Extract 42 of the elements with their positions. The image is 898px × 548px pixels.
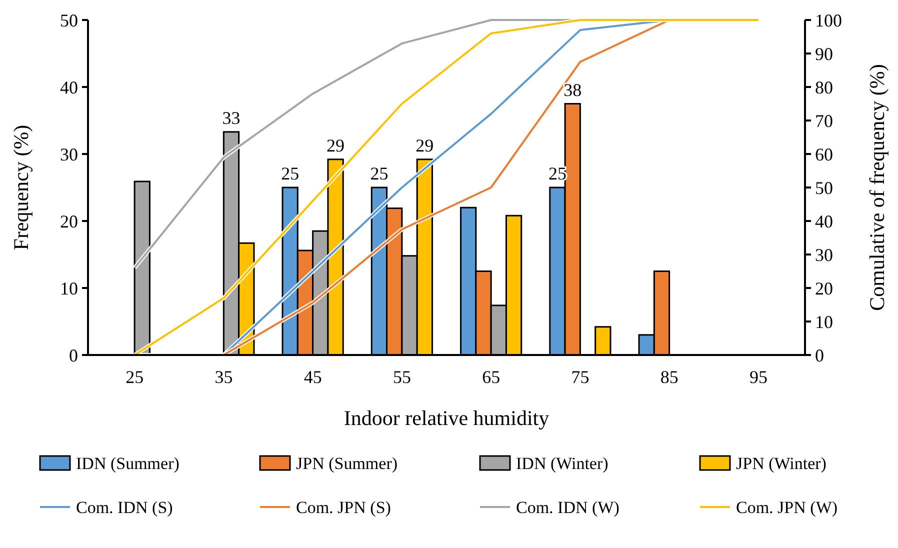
x-tick-label: 55 (392, 367, 411, 387)
data-label: 29 (416, 135, 434, 156)
data-label: 25 (370, 164, 388, 184)
y2-tick-label: 0 (815, 345, 824, 366)
legend-label: Com. JPN (S) (296, 498, 391, 517)
legend-label: JPN (Summer) (296, 454, 398, 473)
data-label: 25 (281, 164, 300, 184)
y-tick-label: 40 (60, 77, 78, 98)
x-tick-label: 25 (126, 367, 144, 387)
legend-label: Com. JPN (W) (736, 498, 838, 517)
y2-tick-label: 100 (815, 10, 842, 30)
y2-tick-label: 40 (815, 211, 833, 232)
y2-tick-label: 60 (815, 144, 833, 164)
data-label: 29 (326, 135, 345, 156)
legend-label: Com. IDN (S) (76, 498, 173, 517)
legend-label: JPN (Winter) (736, 454, 826, 473)
y-tick-label: 0 (69, 345, 78, 366)
x-tick-label: 65 (482, 367, 500, 387)
y-tick-label: 50 (60, 10, 78, 30)
y-tick-label: 10 (60, 278, 78, 298)
y-tick-label: 30 (60, 144, 78, 164)
y2-tick-label: 30 (815, 244, 833, 265)
y2-tick-label: 50 (815, 178, 833, 198)
legend-label: Com. IDN (W) (516, 498, 620, 517)
x-axis-title: Indoor relative humidity (344, 406, 550, 430)
y-axis-title: Frequency (%) (9, 124, 33, 250)
y2-tick-label: 90 (815, 44, 833, 64)
x-tick-label: 45 (304, 367, 322, 387)
x-tick-label: 35 (214, 367, 233, 387)
legend-label: IDN (Summer) (76, 454, 180, 473)
legend-label: IDN (Winter) (516, 454, 608, 473)
x-tick-label: 95 (749, 367, 768, 387)
y2-axis-title: Comulative of frequency (%) (865, 64, 889, 311)
data-label: 38 (564, 80, 582, 100)
y-tick-label: 20 (60, 211, 78, 232)
y2-tick-label: 10 (815, 312, 833, 332)
y2-tick-label: 20 (815, 278, 833, 298)
x-tick-label: 75 (571, 367, 590, 387)
y2-tick-label: 70 (815, 110, 833, 131)
y2-tick-label: 80 (815, 77, 833, 98)
data-label: 33 (222, 108, 240, 128)
x-tick-label: 85 (660, 367, 678, 387)
